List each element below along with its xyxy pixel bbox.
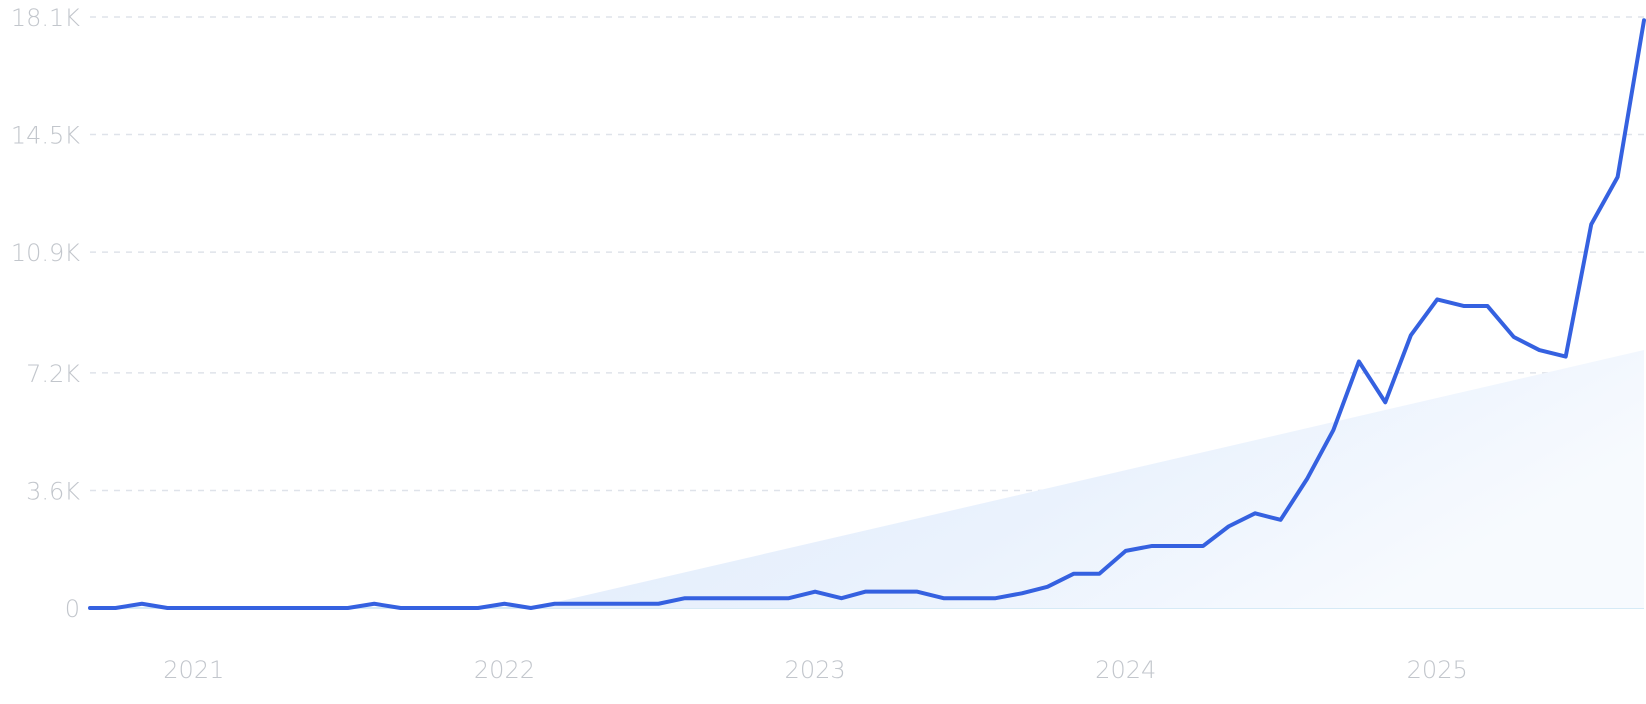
y-tick-label: 10.9K (11, 239, 80, 267)
trend-area (530, 350, 1644, 608)
y-tick-label: 3.6K (26, 477, 80, 505)
y-axis: 0 3.6K 7.2K 10.9K 14.5K 18.1K (11, 4, 80, 623)
y-tick-label: 18.1K (11, 4, 80, 32)
trend-area-shape (530, 350, 1644, 608)
y-tick-label: 14.5K (11, 122, 80, 150)
x-tick-label: 2023 (785, 656, 846, 684)
y-tick-label: 7.2K (26, 360, 80, 388)
x-tick-label: 2024 (1095, 656, 1156, 684)
x-tick-label: 2022 (474, 656, 535, 684)
series-line (88, 18, 1646, 610)
y-tick-label: 0 (65, 595, 80, 623)
x-axis: 2021 2022 2023 2024 2025 (163, 656, 1467, 684)
x-tick-label: 2025 (1407, 656, 1468, 684)
series (88, 18, 1646, 610)
x-tick-label: 2021 (163, 656, 224, 684)
